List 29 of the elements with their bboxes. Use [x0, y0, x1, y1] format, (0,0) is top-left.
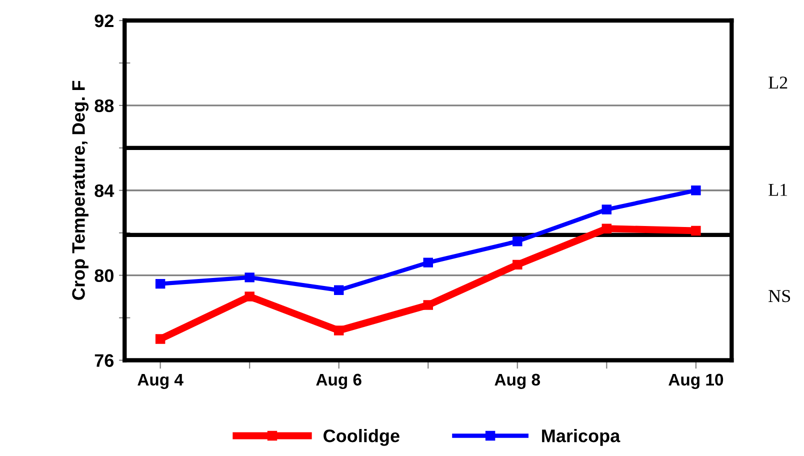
text: L1	[768, 184, 788, 196]
point	[334, 285, 344, 296]
x-tick-label: Aug 8	[494, 374, 540, 389]
point	[691, 186, 701, 196]
x-tick-label: Aug 4	[138, 374, 184, 389]
point	[691, 226, 701, 236]
y-tick-label: 80	[94, 269, 114, 282]
y-tick-label: 84	[94, 184, 114, 198]
text: L2	[768, 76, 788, 89]
y-axis-title: Crop Temperature, Deg. F	[72, 80, 89, 300]
y-tick-label: 88	[94, 99, 114, 112]
point	[602, 204, 612, 214]
point	[423, 300, 433, 310]
point	[512, 260, 522, 270]
point	[155, 334, 166, 344]
point	[423, 258, 433, 268]
legend-label: Coolidge	[324, 428, 400, 446]
y-tick-label: 92	[94, 14, 114, 28]
x-tick-label: Aug 6	[316, 374, 362, 389]
point	[244, 292, 254, 302]
point	[334, 326, 344, 336]
x-tick-label: Aug 10	[668, 374, 724, 389]
point	[244, 272, 254, 282]
point	[512, 236, 522, 246]
legend-label: Maricopa	[542, 428, 620, 446]
point	[602, 224, 612, 234]
y-tick-label: 76	[94, 354, 114, 367]
text: NS	[768, 290, 790, 302]
point	[155, 278, 166, 289]
